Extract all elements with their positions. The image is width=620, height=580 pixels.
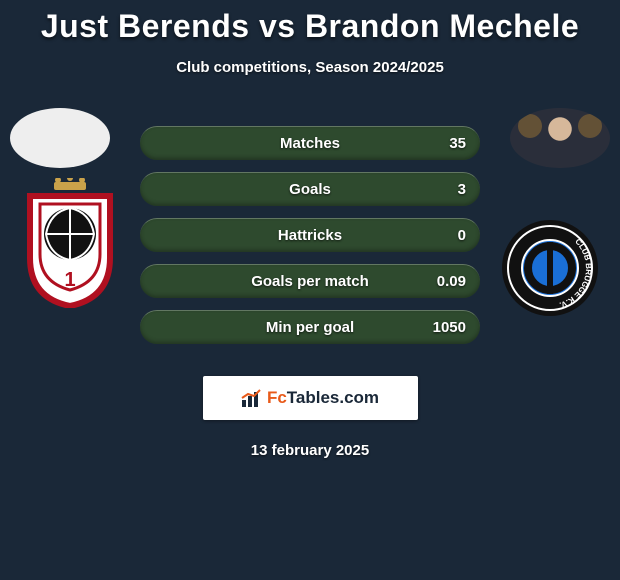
stat-label: Matches	[140, 126, 480, 160]
club-right-crest-icon: CLUB BRUGGE K.V.	[500, 218, 600, 318]
crown-icon	[54, 178, 86, 190]
stat-row: Matches35	[140, 126, 480, 160]
subtitle: Club competitions, Season 2024/2025	[0, 59, 620, 76]
brand-text: FcTables.com	[267, 388, 379, 408]
crest-number: 1	[64, 269, 75, 291]
stat-label: Goals per match	[140, 264, 480, 298]
club-left-crest-icon: 1	[20, 178, 120, 308]
player-left-avatar	[10, 108, 110, 168]
stat-label: Hattricks	[140, 218, 480, 252]
stat-value-right: 0	[458, 218, 466, 252]
stat-label: Min per goal	[140, 310, 480, 344]
stat-value-right: 1050	[433, 310, 466, 344]
stats-bars: Matches35 Goals3 Hattricks0 Goals per match…	[140, 126, 480, 356]
stat-row: Min per goal1050	[140, 310, 480, 344]
stat-row: Goals3	[140, 172, 480, 206]
brand-prefix: Fc	[267, 388, 287, 407]
brand-suffix: Tables.com	[287, 388, 379, 407]
brand-chart-icon	[241, 388, 263, 408]
stat-value-right: 3	[458, 172, 466, 206]
page-title: Just Berends vs Brandon Mechele	[0, 0, 620, 45]
stat-row: Goals per match0.09	[140, 264, 480, 298]
brand-box[interactable]: FcTables.com	[203, 376, 418, 420]
comparison-panel: 1 CLUB BRUGGE K.V. Matches35 Goals3 Hattri…	[0, 108, 620, 358]
player-right-avatar	[510, 108, 610, 168]
stat-value-right: 0.09	[437, 264, 466, 298]
stat-value-right: 35	[449, 126, 466, 160]
date-label: 13 february 2025	[0, 442, 620, 459]
stat-label: Goals	[140, 172, 480, 206]
stat-row: Hattricks0	[140, 218, 480, 252]
